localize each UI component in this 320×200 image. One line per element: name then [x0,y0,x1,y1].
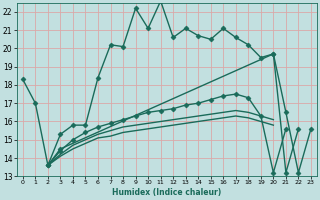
X-axis label: Humidex (Indice chaleur): Humidex (Indice chaleur) [112,188,221,197]
